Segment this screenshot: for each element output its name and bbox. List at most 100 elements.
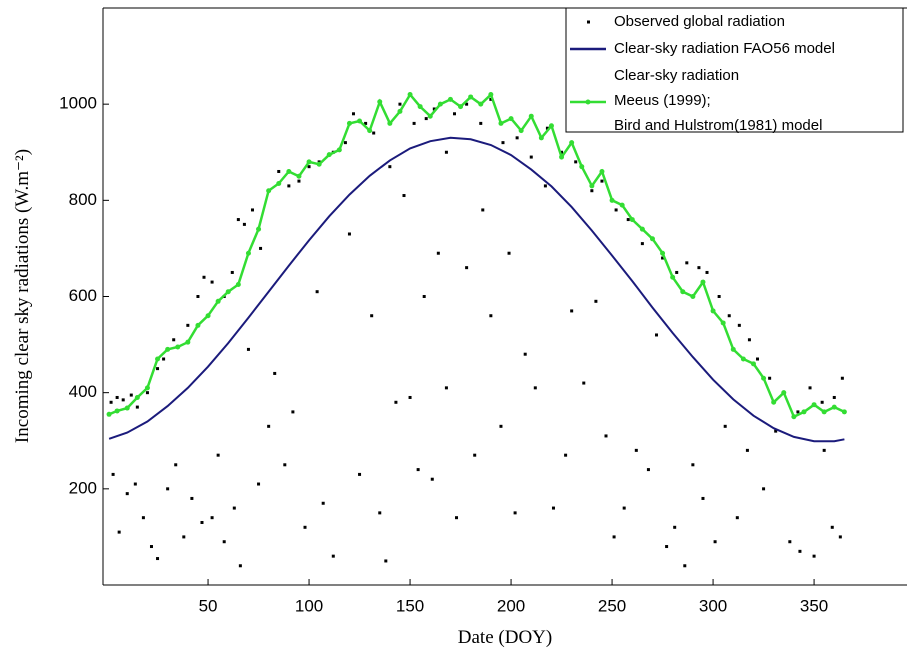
- line-marker: [155, 356, 161, 362]
- data-point: [186, 323, 190, 327]
- x-tick-label: 250: [598, 596, 626, 615]
- data-point: [200, 520, 204, 524]
- data-point: [838, 535, 842, 539]
- legend-symbol: [585, 99, 591, 105]
- data-point: [683, 564, 687, 568]
- data-point: [424, 117, 428, 121]
- line-marker: [235, 281, 241, 287]
- data-point: [600, 179, 604, 183]
- line-marker: [377, 99, 383, 105]
- data-point: [222, 540, 226, 544]
- legend-label: Clear-sky radiation FAO56 model: [614, 40, 835, 57]
- data-point: [673, 525, 677, 529]
- data-point: [523, 352, 527, 356]
- line-marker: [761, 375, 767, 381]
- data-point: [343, 141, 347, 145]
- data-point: [321, 501, 325, 505]
- data-point: [762, 487, 766, 491]
- data-point: [174, 463, 178, 467]
- data-point: [115, 395, 119, 399]
- data-point: [737, 323, 741, 327]
- line-marker: [478, 101, 484, 107]
- x-tick-label: 150: [396, 596, 424, 615]
- line-marker: [114, 408, 120, 414]
- line-marker: [528, 113, 534, 119]
- data-point: [250, 208, 254, 212]
- data-point: [277, 169, 281, 173]
- data-point: [210, 280, 214, 284]
- data-point: [172, 338, 176, 342]
- data-point: [364, 121, 368, 125]
- data-point: [507, 251, 511, 255]
- data-point: [283, 463, 287, 467]
- data-point: [412, 121, 416, 125]
- data-point: [788, 540, 792, 544]
- line-marker: [397, 108, 403, 114]
- data-point: [109, 400, 113, 404]
- line-marker: [841, 409, 847, 415]
- data-point: [473, 453, 477, 457]
- data-point: [238, 564, 242, 568]
- line-marker: [427, 113, 433, 119]
- data-point: [156, 557, 160, 561]
- data-point: [768, 376, 772, 380]
- data-point: [626, 218, 630, 222]
- data-point: [808, 386, 812, 390]
- line-marker: [306, 159, 312, 165]
- data-point: [452, 112, 456, 116]
- data-point: [612, 535, 616, 539]
- data-point: [156, 367, 160, 371]
- line-marker: [266, 188, 272, 194]
- line-marker: [106, 411, 112, 417]
- data-point: [242, 222, 246, 226]
- line-marker: [316, 161, 322, 167]
- line-marker: [387, 120, 393, 126]
- x-tick-label: 200: [497, 596, 525, 615]
- data-point: [444, 386, 448, 390]
- line-marker: [286, 168, 292, 174]
- line-marker: [649, 236, 655, 242]
- data-point: [133, 482, 137, 486]
- data-point: [315, 290, 319, 294]
- data-point: [465, 266, 469, 270]
- line-marker: [367, 128, 373, 134]
- y-tick-label: 1000: [59, 94, 97, 113]
- data-point: [564, 453, 568, 457]
- x-tick-label: 300: [699, 596, 727, 615]
- data-point: [661, 256, 665, 260]
- data-point: [735, 516, 739, 520]
- data-point: [551, 506, 555, 510]
- line-marker: [680, 289, 686, 295]
- line-marker: [417, 104, 423, 110]
- data-point: [705, 270, 709, 274]
- data-point: [370, 314, 374, 318]
- line-marker: [559, 154, 565, 160]
- data-point: [351, 112, 355, 116]
- line-marker: [619, 202, 625, 208]
- data-point: [489, 314, 493, 318]
- data-point: [515, 136, 519, 140]
- data-point: [685, 261, 689, 265]
- line: [108, 92, 845, 419]
- data-point: [125, 492, 129, 496]
- data-point: [574, 160, 578, 164]
- line-marker: [357, 118, 363, 124]
- data-point: [747, 338, 751, 342]
- legend-label: Observed global radiation: [614, 13, 785, 30]
- legend-label: Bird and Hulstrom(1981) model: [614, 117, 822, 134]
- data-point: [430, 477, 434, 481]
- data-point: [723, 424, 727, 428]
- line-marker: [185, 339, 191, 345]
- line-marker: [134, 394, 140, 400]
- data-point: [190, 496, 194, 500]
- y-tick-label: 800: [69, 190, 97, 209]
- data-point: [259, 246, 263, 250]
- data-point: [117, 530, 121, 534]
- data-point: [513, 511, 517, 515]
- y-tick-label: 200: [69, 478, 97, 497]
- line-marker: [801, 409, 807, 415]
- line-marker: [791, 414, 797, 420]
- data-point: [727, 314, 731, 318]
- legend-label: Clear-sky radiation: [614, 67, 739, 84]
- line-marker: [225, 289, 231, 295]
